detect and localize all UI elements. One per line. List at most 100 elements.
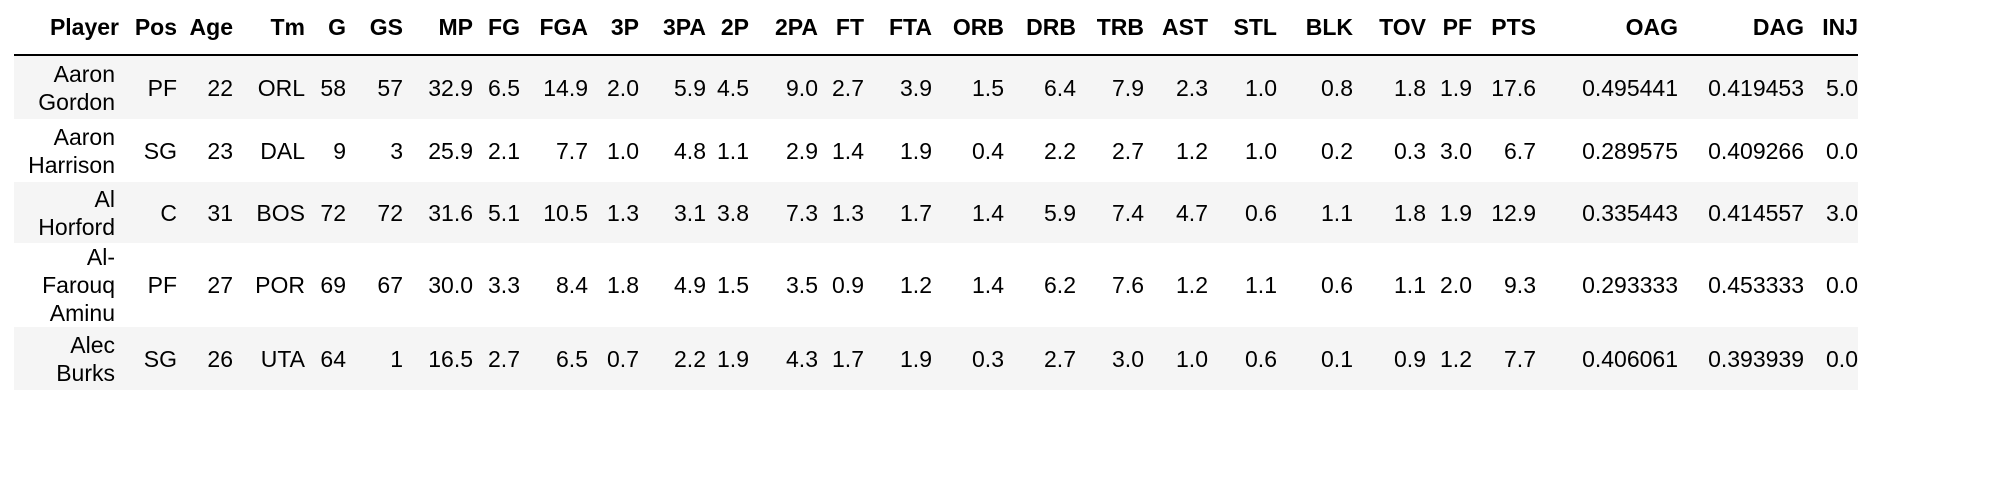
cell-dag: 0.414557 bbox=[1708, 199, 1804, 226]
cell-blk: 0.2 bbox=[1321, 137, 1353, 164]
cell-orb: 1.4 bbox=[972, 199, 1004, 226]
cell-inj: 0.0 bbox=[1826, 272, 1858, 298]
cell-orb: 0.3 bbox=[972, 345, 1004, 372]
cell-3pa: 4.8 bbox=[674, 137, 706, 164]
cell-player: Aaron Gordon bbox=[14, 55, 119, 119]
cell-player: Al Horford bbox=[14, 182, 119, 243]
column-header-3p: 3P bbox=[588, 0, 639, 56]
cell-fta: 1.9 bbox=[900, 137, 932, 164]
cell-inj: 3.0 bbox=[1826, 199, 1858, 226]
column-header-blk: BLK bbox=[1277, 0, 1353, 56]
cell-oag: 0.495441 bbox=[1582, 74, 1678, 101]
player-name-line: Aminu bbox=[49, 300, 115, 326]
cell-fta: 1.2 bbox=[900, 272, 932, 298]
cell-3p: 1.3 bbox=[607, 199, 639, 226]
cell-drb: 6.4 bbox=[1044, 74, 1076, 101]
player-name-line: Farouq bbox=[42, 272, 115, 298]
cell-orb: 1.5 bbox=[972, 74, 1004, 101]
cell-oag: 0.335443 bbox=[1582, 199, 1678, 226]
cell-tov: 1.8 bbox=[1394, 199, 1426, 226]
cell-inj: 0.0 bbox=[1826, 345, 1858, 372]
cell-ft: 1.3 bbox=[832, 199, 864, 226]
cell-fga: 7.7 bbox=[556, 137, 588, 164]
cell-fta: 3.9 bbox=[900, 74, 932, 101]
header-row: Player Pos Age Tm G GS MP FG FGA 3P 3PA 2P 2PA FT FTA O… bbox=[14, 0, 1858, 56]
cell-ast: 1.0 bbox=[1176, 345, 1208, 372]
column-header-g: G bbox=[305, 0, 346, 56]
cell-ft: 2.7 bbox=[832, 74, 864, 101]
cell-ast: 1.2 bbox=[1176, 137, 1208, 164]
cell-fg: 2.1 bbox=[488, 137, 520, 164]
cell-2p: 1.1 bbox=[717, 137, 749, 164]
cell-drb: 6.2 bbox=[1044, 272, 1076, 298]
cell-tov: 1.1 bbox=[1394, 272, 1426, 298]
cell-2pa: 2.9 bbox=[786, 137, 818, 164]
column-header-drb: DRB bbox=[1004, 0, 1076, 56]
cell-trb: 7.9 bbox=[1112, 74, 1144, 101]
cell-ast: 4.7 bbox=[1176, 199, 1208, 226]
cell-fga: 8.4 bbox=[556, 272, 588, 298]
cell-dag: 0.409266 bbox=[1708, 137, 1804, 164]
column-header-mp: MP bbox=[403, 0, 473, 56]
cell-dag: 0.419453 bbox=[1708, 74, 1804, 101]
cell-fg: 6.5 bbox=[488, 74, 520, 101]
cell-fg: 2.7 bbox=[488, 345, 520, 372]
cell-drb: 2.2 bbox=[1044, 137, 1076, 164]
cell-pf: 3.0 bbox=[1440, 137, 1472, 164]
cell-mp: 32.9 bbox=[428, 74, 473, 101]
player-name-line: Aaron bbox=[53, 60, 115, 87]
cell-fga: 6.5 bbox=[556, 345, 588, 372]
player-name-line: Al- bbox=[86, 244, 115, 270]
column-header-fga: FGA bbox=[520, 0, 588, 56]
column-header-oag: OAG bbox=[1536, 0, 1678, 56]
player-name-line: Horford bbox=[38, 213, 115, 240]
player-name-line: Al bbox=[94, 185, 115, 212]
column-header-ft: FT bbox=[818, 0, 864, 56]
cell-pf: 2.0 bbox=[1440, 272, 1472, 298]
column-header-tm: Tm bbox=[233, 0, 305, 56]
cell-age: 22 bbox=[207, 74, 233, 101]
player-stats-table: Player Pos Age Tm G GS MP FG FGA 3P 3PA 2P 2PA FT FTA O… bbox=[14, 0, 1858, 390]
cell-trb: 7.6 bbox=[1112, 272, 1144, 298]
cell-ft: 0.9 bbox=[832, 272, 864, 298]
column-header-3pa: 3PA bbox=[639, 0, 706, 56]
cell-player: Aaron Harrison bbox=[14, 119, 119, 182]
column-header-2p: 2P bbox=[706, 0, 749, 56]
cell-pts: 9.3 bbox=[1504, 272, 1536, 298]
cell-3p: 0.7 bbox=[607, 345, 639, 372]
cell-fg: 5.1 bbox=[488, 199, 520, 226]
column-header-2pa: 2PA bbox=[749, 0, 818, 56]
cell-pf: 1.9 bbox=[1440, 199, 1472, 226]
cell-inj: 5.0 bbox=[1826, 74, 1858, 101]
cell-fta: 1.9 bbox=[900, 345, 932, 372]
cell-drb: 5.9 bbox=[1044, 199, 1076, 226]
cell-oag: 0.293333 bbox=[1582, 272, 1678, 298]
cell-2p: 4.5 bbox=[717, 74, 749, 101]
cell-drb: 2.7 bbox=[1044, 345, 1076, 372]
cell-3pa: 5.9 bbox=[674, 74, 706, 101]
column-header-gs: GS bbox=[346, 0, 403, 56]
cell-gs: 1 bbox=[390, 345, 403, 372]
column-header-inj: INJ bbox=[1804, 0, 1858, 56]
cell-fta: 1.7 bbox=[900, 199, 932, 226]
cell-2pa: 3.5 bbox=[786, 272, 818, 298]
cell-tm: DAL bbox=[260, 137, 305, 164]
cell-ft: 1.7 bbox=[832, 345, 864, 372]
column-header-pts: PTS bbox=[1472, 0, 1536, 56]
cell-orb: 0.4 bbox=[972, 137, 1004, 164]
cell-gs: 3 bbox=[390, 137, 403, 164]
cell-player: Al- Farouq Aminu bbox=[14, 243, 119, 327]
cell-gs: 67 bbox=[377, 272, 403, 298]
cell-stl: 1.1 bbox=[1245, 272, 1277, 298]
column-header-pos: Pos bbox=[119, 0, 177, 56]
column-header-stl: STL bbox=[1208, 0, 1277, 56]
cell-g: 9 bbox=[333, 137, 346, 164]
column-header-ast: AST bbox=[1144, 0, 1208, 56]
cell-3p: 1.0 bbox=[607, 137, 639, 164]
cell-mp: 30.0 bbox=[428, 272, 473, 298]
cell-dag: 0.393939 bbox=[1708, 345, 1804, 372]
cell-tm: POR bbox=[255, 272, 305, 298]
player-name-line: Aaron bbox=[53, 123, 115, 150]
cell-ast: 2.3 bbox=[1176, 74, 1208, 101]
